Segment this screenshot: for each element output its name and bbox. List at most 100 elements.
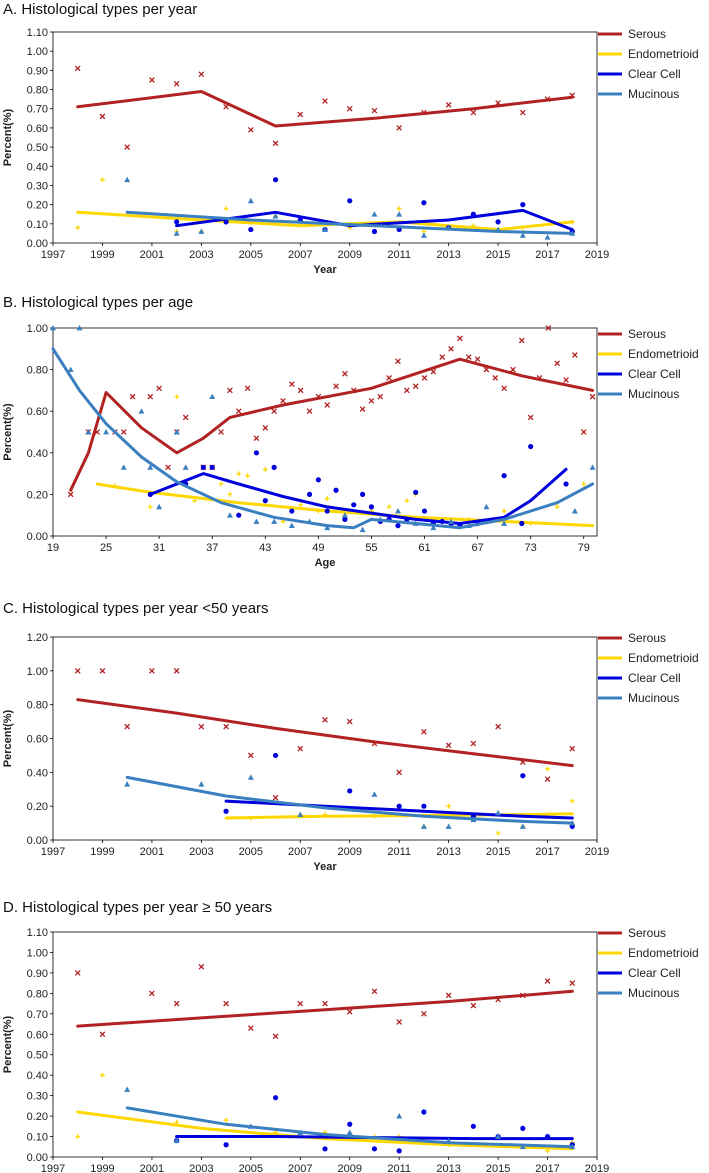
panel-a-ytick-label: 0.90	[27, 65, 48, 77]
panel-c-xtick-label: 2015	[486, 846, 510, 858]
panel-b-serous-point	[306, 408, 313, 415]
panel-c-serous-point	[272, 794, 279, 801]
panel-c-serous-point	[569, 745, 576, 752]
panel-c-xtick-label: 2003	[189, 846, 213, 858]
panel-a-serous-point	[272, 140, 279, 147]
panel-a-title: A. Histological types per year	[3, 1, 197, 18]
panel-d-mucinous-point	[124, 1086, 131, 1092]
panel-c-mucinous-point	[371, 791, 378, 797]
panel-b-xtick-label: 61	[418, 542, 430, 554]
panel-b-clear-cell-point	[342, 516, 348, 522]
panel-a-ytick-label: 0.70	[27, 104, 48, 116]
panel-d-clear-cell-point	[371, 1146, 378, 1152]
panel-d-mucinous-point	[396, 1113, 403, 1119]
panel-a-xtick-label: 1999	[90, 249, 114, 261]
panel-b-clear-cell-point	[528, 443, 534, 450]
panel-c-title: C. Histological types per year <50 years	[3, 600, 269, 617]
panel-a-ytick-label: 0.80	[27, 85, 48, 97]
panel-d-ytick-label: 0.30	[27, 1091, 48, 1103]
panel-b-serous-point	[253, 435, 260, 442]
panel-a-serous-trend-line	[76, 90, 574, 128]
panel-a-mucinous-point	[173, 230, 180, 236]
panel-b-serous-point	[545, 325, 552, 331]
panel-b-endometrioid-point	[192, 498, 197, 504]
panel-d-ytick-label: 0.70	[27, 1009, 48, 1021]
panel-b-mucinous-point	[103, 429, 110, 435]
panel-b-mucinous-point	[76, 325, 83, 331]
panel-d-serous-point	[445, 992, 452, 999]
panel-c-clear-cell-point	[223, 808, 229, 814]
panel-a-legend-label-mucinous: Mucinous	[628, 87, 679, 101]
panel-a-serous-point	[198, 71, 205, 78]
panel-a-endometrioid-point	[223, 206, 229, 211]
panel-a-serous-point	[470, 109, 477, 116]
panel-b-serous-point	[244, 385, 251, 392]
panel-b-serous-trend-line	[69, 357, 595, 492]
panel-b-mucinous-point	[182, 464, 189, 470]
panel-d-serous-point	[371, 988, 378, 995]
panel-d-xtick-label: 2005	[239, 1163, 263, 1173]
panel-b-serous-point	[421, 375, 428, 381]
panel-b-legend-label-mucinous: Mucinous	[628, 387, 679, 401]
panel-a-serous-point	[297, 111, 304, 118]
panel-c-clear-cell-point	[421, 803, 427, 809]
panel-b-endometrioid-point	[262, 467, 268, 472]
panel-a-legend-label-serous: Serous	[628, 27, 666, 41]
panel-b-serous-point	[262, 424, 269, 431]
panel-c-legend-label-mucinous: Mucinous	[628, 691, 679, 705]
panel-b-clear-cell-point	[333, 487, 339, 493]
panel-a-xtick-label: 2005	[239, 249, 263, 261]
panel-b-plot-area	[52, 327, 598, 537]
panel-d: D. Histological types per year ≥ 50 year…	[2, 899, 699, 1173]
panel-a-serous-point	[247, 126, 254, 133]
panel-b-clear-cell-point	[236, 512, 242, 518]
panel-c-legend-label-serous: Serous	[628, 631, 666, 645]
panel-b-serous-point	[342, 370, 348, 377]
panel-c-serous-point	[247, 752, 254, 759]
panel-a-mucinous-point	[322, 226, 328, 232]
panel-b-mucinous-point	[173, 429, 180, 435]
panel-c-serous-point	[495, 723, 501, 730]
panel-c-mucinous-point	[124, 781, 131, 787]
panel-d-serous-point	[198, 963, 205, 970]
panel-c-mucinous-point	[420, 823, 427, 829]
panel-d-title: D. Histological types per year ≥ 50 year…	[3, 899, 272, 916]
panel-b-mucinous-point	[324, 524, 331, 531]
panel-b-endometrioid-point	[554, 504, 560, 510]
panel-c-clear-cell-point	[520, 773, 526, 779]
panel-c-legend-label-endometrioid: Endometrioid	[628, 651, 699, 665]
panel-b-clear-cell-point	[324, 508, 330, 514]
panel-b-clear-cell-point	[421, 508, 428, 514]
panel-b-endometrioid-point	[227, 492, 233, 497]
panel-a-ytick-label: 0.00	[27, 238, 48, 250]
panel-c-serous-point	[149, 667, 155, 674]
panel-a-xtick-label: 2013	[436, 249, 460, 261]
panel-b-mucinous-point	[359, 526, 366, 533]
panel-a-ytick-label: 0.50	[27, 142, 48, 154]
panel-d-xtick-label: 2003	[189, 1163, 213, 1173]
panel-b-mucinous-point	[253, 518, 260, 524]
panel-c-serous-point	[346, 718, 353, 725]
panel-d-legend-label-serous: Serous	[628, 926, 666, 940]
panel-a-clear-cell-point	[421, 200, 427, 206]
panel-a-series-serous	[74, 65, 576, 150]
panel-d-ytick-label: 0.10	[27, 1132, 48, 1144]
panel-d-clear-cell-point	[322, 1146, 328, 1152]
panel-b-clear-cell-point	[209, 464, 215, 470]
panel-d-xtick-label: 2007	[288, 1163, 312, 1173]
panel-a-serous-point	[371, 107, 378, 114]
panel-a-serous-point	[322, 98, 328, 104]
panel-a-ytick-label: 1.00	[27, 46, 48, 58]
panel-c-mucinous-point	[247, 774, 254, 780]
panel-b-mucinous-point	[271, 518, 278, 524]
panel-c-mucinous-trend-line	[125, 775, 574, 825]
panel-a-xtick-label: 1997	[41, 249, 65, 261]
panel-b-serous-point	[448, 345, 454, 352]
panel-b-clear-cell-point	[368, 504, 375, 510]
panel-d-legend-label-endometrioid: Endometrioid	[628, 946, 699, 960]
panel-b-xtick-label: 49	[312, 542, 324, 554]
panel-b-serous-point	[120, 429, 127, 435]
panel-b-mucinous-point	[120, 464, 127, 470]
panel-c-xtick-label: 2009	[337, 846, 361, 858]
